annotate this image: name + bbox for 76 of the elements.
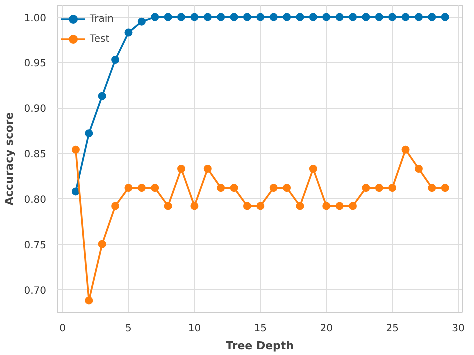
- point: [414, 13, 423, 22]
- point: [72, 146, 80, 154]
- point: [190, 13, 199, 22]
- point: [388, 184, 397, 192]
- point: [124, 28, 133, 37]
- point: [164, 202, 172, 210]
- point: [190, 202, 199, 210]
- y-axis-title: Accuracy score: [3, 112, 16, 206]
- point: [428, 13, 436, 22]
- point: [138, 18, 146, 26]
- legend-label: Train: [90, 14, 114, 24]
- point: [283, 13, 292, 22]
- point: [296, 202, 304, 210]
- point: [388, 13, 397, 22]
- point: [362, 184, 370, 192]
- point: [217, 13, 226, 22]
- point: [428, 184, 436, 192]
- point: [204, 165, 212, 173]
- x-tick-label: 0: [60, 324, 66, 334]
- point: [414, 165, 423, 173]
- point: [336, 202, 344, 210]
- point: [112, 56, 120, 64]
- point: [362, 13, 370, 22]
- x-tick-label: 5: [126, 324, 132, 334]
- y-tick-label: 0.90: [24, 104, 46, 116]
- x-tick-label: 25: [386, 324, 399, 334]
- point: [256, 202, 265, 210]
- y-tick-label: 0.95: [24, 58, 46, 70]
- point: [230, 184, 238, 192]
- point: [151, 184, 160, 192]
- point: [164, 13, 172, 22]
- point: [375, 184, 384, 192]
- point: [151, 13, 160, 22]
- point: [270, 184, 278, 192]
- point: [402, 13, 410, 22]
- point: [270, 13, 278, 22]
- point: [230, 13, 238, 22]
- point: [256, 13, 265, 22]
- point: [349, 202, 358, 210]
- point: [402, 146, 410, 154]
- point: [441, 184, 450, 192]
- y-tick-label: 0.85: [24, 150, 46, 161]
- point: [98, 92, 106, 100]
- point: [375, 13, 384, 22]
- point: [349, 13, 358, 22]
- point: [98, 240, 106, 248]
- legend-label: Test: [90, 34, 110, 44]
- point: [336, 13, 344, 22]
- point: [112, 202, 120, 210]
- x-tick-label: 20: [320, 324, 333, 334]
- x-tick-label: 30: [452, 324, 465, 334]
- point: [178, 165, 186, 173]
- point: [309, 13, 318, 22]
- point: [178, 13, 186, 22]
- point: [204, 13, 212, 22]
- point: [85, 296, 94, 305]
- point: [283, 184, 292, 192]
- point: [72, 188, 80, 196]
- point: [309, 165, 318, 173]
- x-tick-label: 10: [188, 324, 202, 334]
- point: [217, 184, 226, 192]
- y-tick-label: 0.75: [24, 240, 46, 252]
- y-tick-label: 0.70: [24, 286, 46, 297]
- y-tick-label: 1.00: [24, 13, 46, 24]
- point: [243, 202, 252, 210]
- point: [124, 184, 133, 192]
- x-axis-title: Tree Depth: [226, 340, 294, 352]
- point: [85, 130, 94, 138]
- point: [243, 13, 252, 22]
- y-tick-label: 0.80: [24, 194, 46, 206]
- point: [322, 13, 331, 22]
- point: [322, 202, 331, 210]
- point: [441, 13, 450, 22]
- point: [138, 184, 146, 192]
- point: [296, 13, 304, 22]
- x-tick-label: 15: [254, 324, 268, 334]
